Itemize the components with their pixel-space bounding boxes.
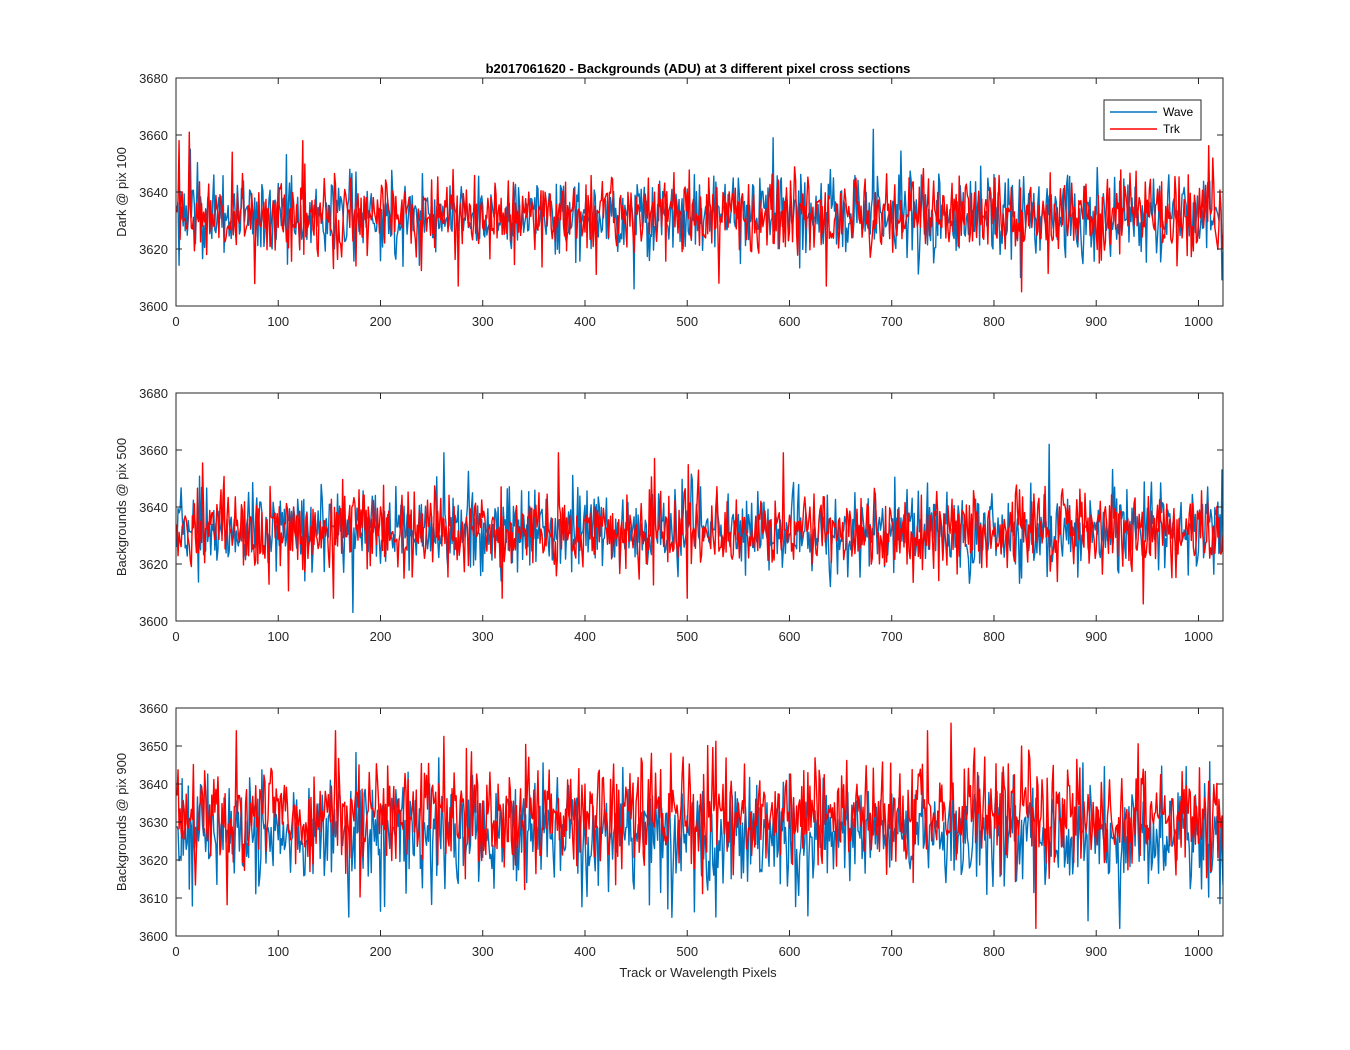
x-tick-label: 0 — [172, 314, 179, 329]
series-line-trk — [176, 452, 1223, 605]
y-tick-label: 3630 — [139, 815, 168, 830]
x-tick-label: 200 — [370, 314, 392, 329]
x-tick-label: 1000 — [1184, 314, 1213, 329]
x-tick-label: 1000 — [1184, 944, 1213, 959]
x-tick-label: 300 — [472, 629, 494, 644]
y-axis-label: Backgrounds @ pix 900 — [114, 753, 129, 891]
x-tick-label: 600 — [779, 314, 801, 329]
subplot-backgrounds-pix-900: Backgrounds @ pix 900 0 100 200 300 400 500 60… — [114, 701, 1224, 959]
series-line-wave — [176, 751, 1223, 930]
legend-label-wave: Wave — [1163, 105, 1194, 119]
y-tick-label: 3640 — [139, 777, 168, 792]
y-axis-label: Dark @ pix 100 — [114, 147, 129, 237]
y-axis-label: Backgrounds @ pix 500 — [114, 438, 129, 576]
x-tick-label: 800 — [983, 944, 1005, 959]
y-tick-label: 3660 — [139, 443, 168, 458]
x-tick-label: 700 — [881, 629, 903, 644]
x-tick-label: 200 — [370, 629, 392, 644]
y-tick-label: 3600 — [139, 614, 168, 629]
y-tick-label: 3620 — [139, 853, 168, 868]
x-tick-label: 100 — [267, 629, 289, 644]
y-tick-label: 3650 — [139, 739, 168, 754]
x-tick-label: 500 — [676, 629, 698, 644]
subplot-dark-pix-100: Dark @ pix 100 0 100 200 300 400 500 600 700 800… — [114, 71, 1224, 329]
legend-label-trk: Trk — [1163, 122, 1181, 136]
x-tick-label: 300 — [472, 314, 494, 329]
x-axis-label: Track or Wavelength Pixels — [619, 965, 777, 980]
x-tick-label: 0 — [172, 629, 179, 644]
y-tick-label: 3620 — [139, 242, 168, 257]
series-line-trk — [176, 722, 1223, 930]
x-tick-label: 600 — [779, 629, 801, 644]
x-tick-label: 300 — [472, 944, 494, 959]
series-line-trk — [176, 131, 1223, 293]
legend: Wave Trk — [1103, 99, 1202, 141]
x-tick-label: 0 — [172, 944, 179, 959]
x-tick-label: 900 — [1085, 944, 1107, 959]
x-tick-label: 400 — [574, 944, 596, 959]
y-tick-label: 3680 — [139, 386, 168, 401]
x-tick-label: 700 — [881, 314, 903, 329]
x-tick-label: 700 — [881, 944, 903, 959]
legend-box — [1103, 99, 1202, 141]
y-tick-label: 3640 — [139, 500, 168, 515]
x-tick-label: 800 — [983, 314, 1005, 329]
x-tick-label: 1000 — [1184, 629, 1213, 644]
x-tick-label: 900 — [1085, 629, 1107, 644]
y-tick-label: 3610 — [139, 891, 168, 906]
y-tick-label: 3660 — [139, 701, 168, 716]
y-tick-label: 3600 — [139, 299, 168, 314]
x-tick-label: 400 — [574, 629, 596, 644]
x-tick-label: 400 — [574, 314, 596, 329]
x-tick-label: 900 — [1085, 314, 1107, 329]
x-tick-label: 600 — [779, 944, 801, 959]
y-tick-label: 3640 — [139, 185, 168, 200]
x-tick-label: 200 — [370, 944, 392, 959]
x-tick-label: 100 — [267, 944, 289, 959]
y-tick-label: 3680 — [139, 71, 168, 86]
x-tick-label: 800 — [983, 629, 1005, 644]
y-tick-label: 3620 — [139, 557, 168, 572]
x-tick-label: 100 — [267, 314, 289, 329]
y-tick-label: 3660 — [139, 128, 168, 143]
subplot-backgrounds-pix-500: Backgrounds @ pix 500 0 100 200 300 400 500 60… — [114, 386, 1224, 644]
figure-title: b2017061620 - Backgrounds (ADU) at 3 dif… — [486, 61, 911, 76]
x-tick-label: 500 — [676, 944, 698, 959]
x-tick-label: 500 — [676, 314, 698, 329]
y-tick-label: 3600 — [139, 929, 168, 944]
